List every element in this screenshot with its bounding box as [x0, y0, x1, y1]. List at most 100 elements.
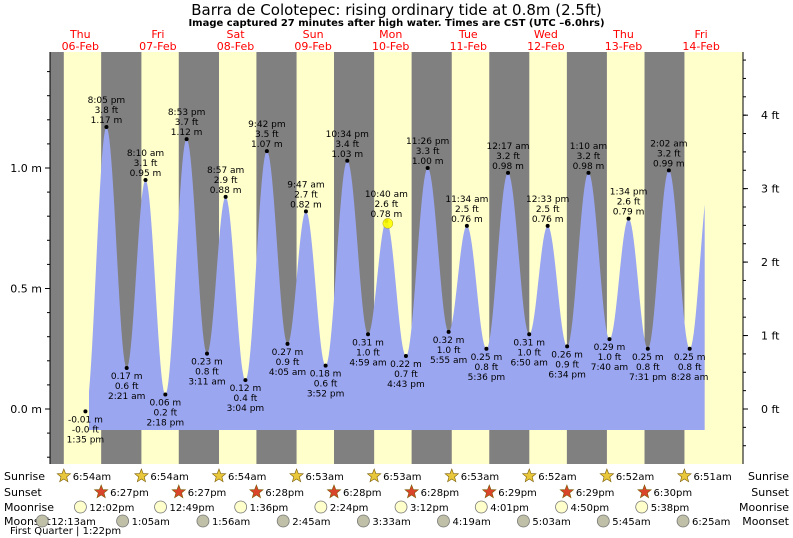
tide-feet-label: 0.2 ft [153, 409, 177, 419]
tide-point [323, 363, 328, 368]
tide-metre-label: 0.76 m [532, 215, 564, 225]
y-tick-label-right: 2 ft [761, 256, 780, 269]
sunrise-time: 6:54am [228, 472, 266, 483]
tide-time-label: 12:17 am [486, 142, 529, 152]
moon-dark-icon [596, 514, 610, 528]
moonrise-time: 4:01pm [490, 503, 529, 514]
day-name-label: Wed [534, 28, 558, 41]
sunrise-time: 6:53am [306, 472, 344, 483]
row-label-right-moonrise: Moonrise [739, 501, 789, 514]
tide-point [163, 392, 168, 397]
row-label-sunset: Sunset [4, 486, 42, 499]
sunrise-icon [211, 468, 227, 483]
row-label-moonrise: Moonrise [4, 501, 54, 514]
moon-light-icon [234, 500, 248, 514]
tide-metre-label: 0.27 m [272, 348, 304, 358]
sunset-icon [481, 484, 497, 499]
y-tick-label-right: 0 ft [761, 403, 780, 416]
day-name-label: Mon [379, 28, 402, 41]
sunset-time: 6:29pm [576, 488, 615, 499]
tide-point [223, 194, 228, 199]
sunrise-time: 6:52am [616, 472, 654, 483]
tide-time-label: 11:34 am [445, 195, 488, 205]
sunrise-icon [676, 468, 692, 483]
tide-point [645, 346, 650, 351]
tide-point [204, 351, 209, 356]
tide-metre-label: 1.00 m [412, 157, 444, 167]
moon-phase-label: First Quarter | 1:22pm [10, 526, 121, 537]
tide-feet-label: 3.3 ft [416, 147, 440, 157]
tide-time-label: 8:57 am [207, 166, 244, 176]
sunrise-time: 6:54am [150, 472, 188, 483]
tide-point [403, 353, 408, 358]
y-tick-label-right: 4 ft [761, 109, 780, 122]
tide-point [345, 158, 350, 163]
sunset-icon [559, 484, 575, 499]
row-label-sunrise: Sunrise [4, 470, 45, 483]
tide-metre-label: 0.98 m [492, 162, 524, 172]
moon-dark-icon [356, 514, 370, 528]
tide-metre-label: -0.01 m [68, 415, 103, 425]
tide-time-label: 6:50 am [511, 358, 548, 368]
tide-feet-label: 2.5 ft [455, 205, 479, 215]
moonset-time: 5:45am [612, 517, 650, 528]
day-date-label: 11-Feb [450, 40, 487, 53]
moon-light-icon [154, 500, 167, 514]
tide-point [184, 137, 189, 142]
tide-time-label: 12:33 pm [526, 195, 569, 205]
sunrise-time: 6:52am [538, 472, 576, 483]
tide-metre-label: 0.22 m [390, 360, 422, 370]
y-tick-label-left: 0.0 m [10, 403, 42, 416]
tide-metre-label: 0.76 m [451, 215, 483, 225]
tide-point [666, 168, 671, 173]
day-name-label: Sat [226, 28, 245, 41]
tide-metre-label: 0.26 m [551, 350, 583, 360]
moon-light-icon [555, 500, 568, 514]
tide-point [143, 178, 148, 183]
tide-feet-label: 3.2 ft [496, 152, 520, 162]
sunrise-icon [521, 468, 537, 483]
tide-metre-label: 0.99 m [653, 159, 685, 169]
tide-metre-label: 0.17 m [111, 372, 143, 382]
tide-feet-label: 0.8 ft [475, 363, 499, 373]
sunset-time: 6:27pm [110, 488, 149, 499]
tide-feet-label: 3.2 ft [577, 152, 601, 162]
tide-time-label: 9:47 am [287, 180, 324, 190]
moonset-time: 6:25am [692, 517, 730, 528]
tide-time-label: 2:02 am [650, 139, 687, 149]
tide-area [89, 127, 705, 430]
tide-feet-label: 1.0 ft [356, 348, 380, 358]
tide-metre-label: 0.25 m [471, 353, 503, 363]
tide-feet-label: 1.0 ft [598, 353, 622, 363]
tide-feet-label: 3.2 ft [657, 149, 681, 159]
moonset-time: 2:45am [292, 517, 330, 528]
tide-point [626, 216, 631, 221]
tide-point [687, 346, 692, 351]
tide-time-label: 4:59 am [349, 358, 386, 368]
moon-dark-icon [196, 514, 210, 528]
tide-time-label: 2:18 pm [147, 419, 185, 429]
tide-metre-label: 0.32 m [433, 336, 465, 346]
sunrise-icon [444, 468, 460, 483]
moonrise-time: 3:12pm [410, 503, 449, 514]
tide-feet-label: 0.6 ft [314, 380, 338, 390]
sunset-icon [93, 484, 109, 499]
moon-dark-icon [676, 514, 690, 528]
tide-time-label: 7:40 am [591, 363, 628, 373]
tide-point [425, 166, 430, 170]
tide-point [506, 170, 511, 175]
tide-metre-label: 0.25 m [674, 353, 706, 363]
tide-metre-label: 0.29 m [594, 343, 626, 353]
tide-point [446, 329, 451, 334]
sunrise-time: 6:53am [461, 472, 499, 483]
row-label-right-sunrise: Sunrise [748, 470, 789, 483]
moonrise-time: 12:02pm [89, 503, 134, 514]
tide-time-label: 4:43 pm [387, 380, 425, 390]
sunset-time: 6:28pm [265, 488, 304, 499]
tide-time-label: 2:21 am [108, 392, 145, 402]
tide-time-label: 3:11 am [188, 378, 225, 388]
tide-time-label: 10:40 am [365, 190, 408, 200]
tide-feet-label: 1.0 ft [437, 346, 461, 356]
